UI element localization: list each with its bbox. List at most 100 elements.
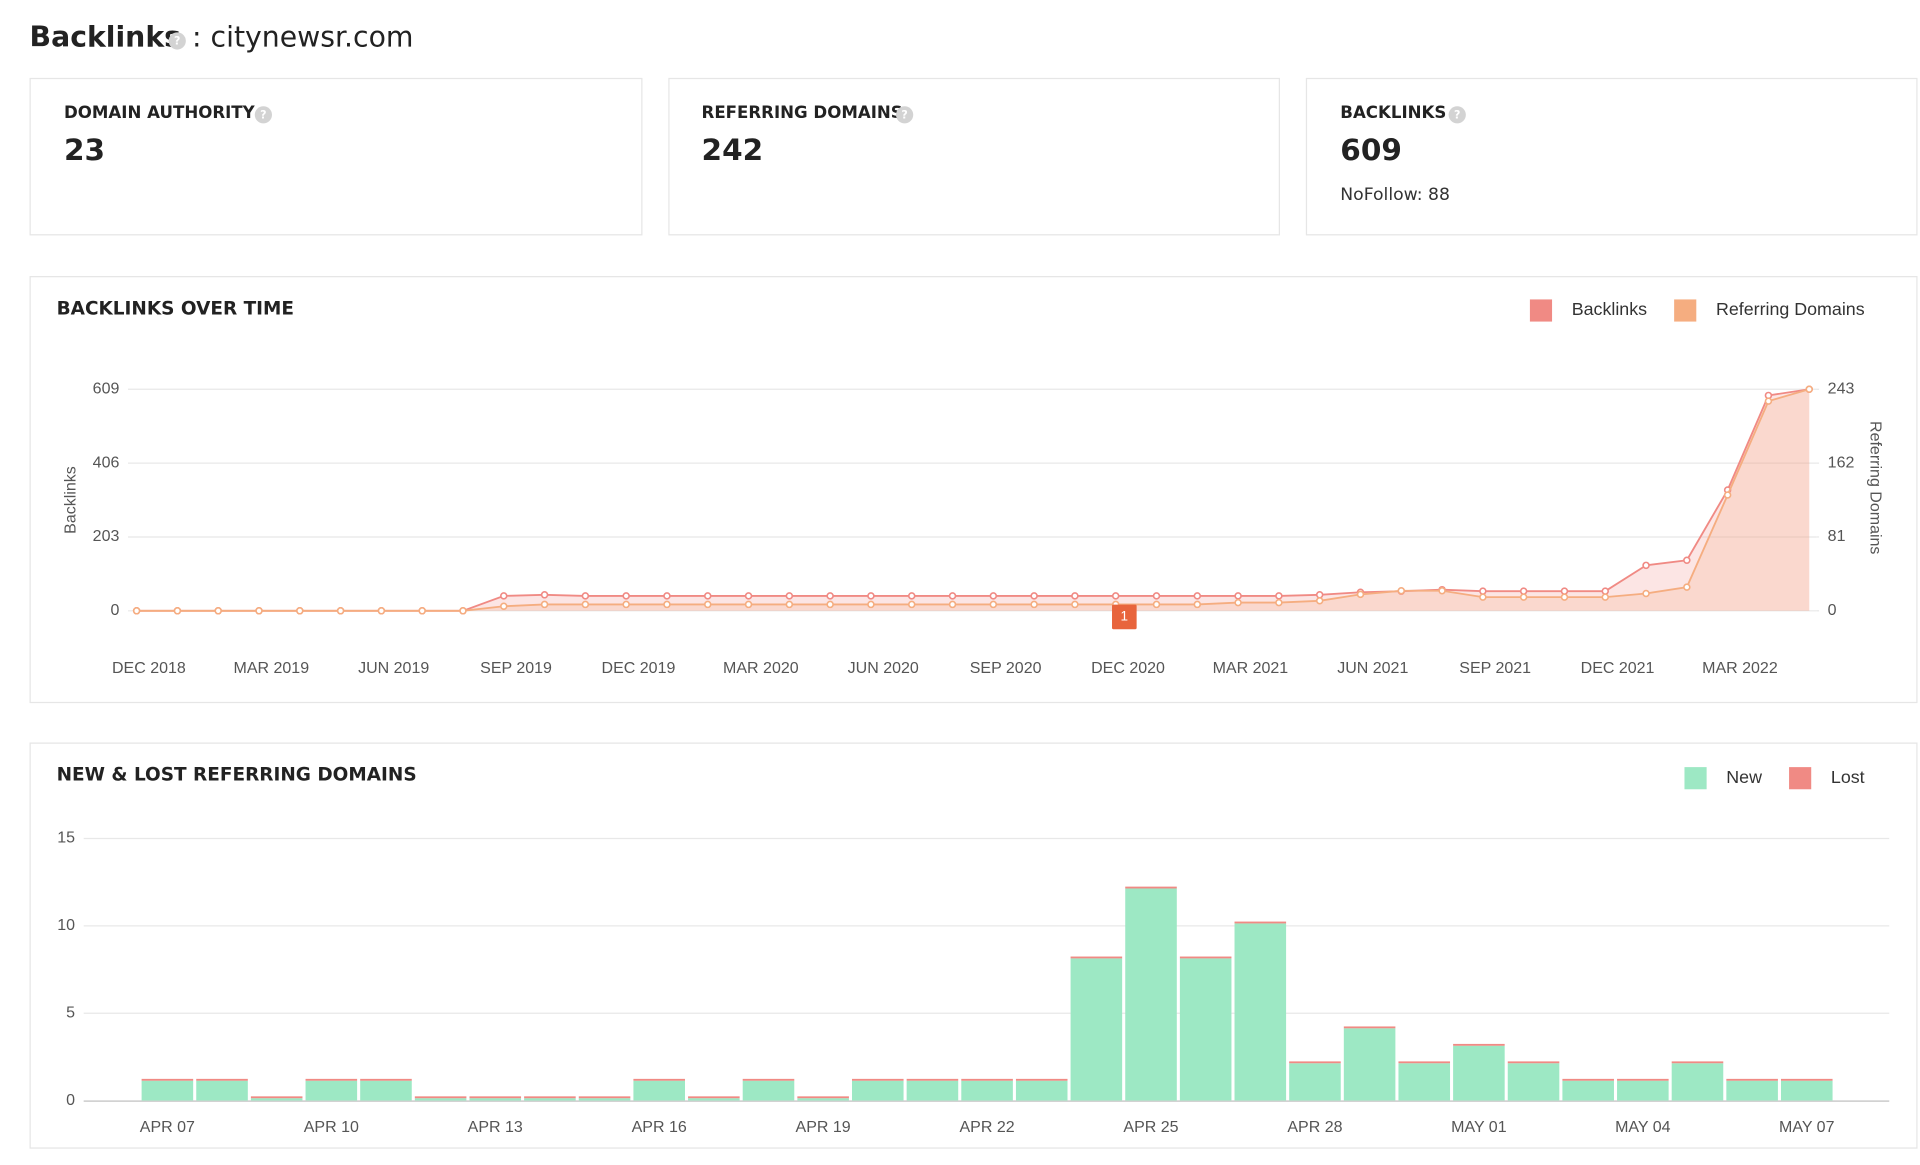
data-point bbox=[1315, 597, 1324, 605]
card-label: BACKLINKS bbox=[1340, 103, 1446, 122]
x-tick-label: MAR 2020 bbox=[723, 660, 799, 677]
data-point bbox=[1642, 561, 1650, 570]
y-tick-label: 5 bbox=[66, 1004, 75, 1021]
card-note: NoFollow: 88 bbox=[1340, 185, 1450, 205]
data-point bbox=[907, 600, 916, 609]
y2-tick-label: 243 bbox=[1828, 380, 1855, 397]
data-point bbox=[1030, 592, 1038, 600]
y-tick-label: 10 bbox=[57, 917, 75, 934]
legend-swatch bbox=[1789, 767, 1812, 790]
help-icon[interactable] bbox=[254, 106, 272, 124]
y-tick-label: 406 bbox=[93, 454, 120, 471]
bar-segment bbox=[1780, 1078, 1833, 1081]
y2-tick-label: 0 bbox=[1828, 602, 1837, 619]
y-tick-label: 609 bbox=[93, 380, 120, 397]
data-point bbox=[1111, 592, 1120, 600]
x-tick-label: DEC 2018 bbox=[112, 660, 186, 677]
x-tick-label: APR 25 bbox=[1123, 1119, 1178, 1136]
x-tick-label: JUN 2019 bbox=[358, 660, 429, 677]
data-point bbox=[214, 607, 222, 615]
bar-segment bbox=[1179, 958, 1232, 1101]
data-point bbox=[1315, 591, 1324, 599]
card-value: 242 bbox=[702, 133, 764, 167]
bar-segment bbox=[1289, 1061, 1341, 1064]
data-point bbox=[1193, 600, 1202, 609]
data-point bbox=[1071, 592, 1079, 600]
data-point bbox=[581, 600, 590, 609]
bar-segment bbox=[1671, 1061, 1724, 1064]
chart-title: BACKLINKS OVER TIME bbox=[57, 298, 294, 319]
data-point bbox=[1601, 587, 1610, 595]
bar-segment bbox=[196, 1078, 248, 1081]
bar-segment bbox=[305, 1078, 358, 1081]
data-point bbox=[1519, 593, 1528, 601]
legend-label: Backlinks bbox=[1572, 299, 1647, 319]
help-icon[interactable] bbox=[168, 32, 186, 50]
bar-segment bbox=[360, 1080, 412, 1101]
data-point bbox=[948, 600, 957, 609]
bar-segment bbox=[633, 1080, 685, 1101]
bar-segment bbox=[1015, 1080, 1068, 1101]
bar-segment bbox=[961, 1080, 1013, 1101]
bar-segment bbox=[250, 1098, 303, 1101]
bar-segment bbox=[141, 1078, 194, 1081]
data-point bbox=[1683, 556, 1691, 564]
data-point bbox=[418, 607, 426, 615]
data-point bbox=[540, 600, 549, 609]
bar-segment bbox=[1343, 1028, 1396, 1101]
data-point bbox=[1764, 397, 1773, 405]
help-icon[interactable] bbox=[896, 106, 914, 124]
bar-segment bbox=[1726, 1078, 1778, 1081]
bar-segment bbox=[1234, 923, 1287, 1101]
bar-segment bbox=[250, 1096, 303, 1099]
bar-segment bbox=[1726, 1080, 1778, 1101]
card-value: 23 bbox=[64, 133, 105, 167]
chart-panel bbox=[29, 276, 1918, 704]
bar-segment bbox=[1562, 1078, 1614, 1081]
data-point bbox=[1397, 586, 1406, 595]
bar-segment bbox=[1398, 1061, 1451, 1064]
data-point bbox=[622, 600, 630, 609]
bar-segment bbox=[1617, 1080, 1669, 1101]
data-point bbox=[1805, 385, 1813, 394]
card bbox=[29, 77, 643, 236]
help-icon-text: ? bbox=[1454, 108, 1460, 121]
help-icon-text: ? bbox=[174, 35, 180, 48]
bar-segment bbox=[469, 1098, 522, 1101]
bar-segment bbox=[797, 1098, 849, 1101]
data-point bbox=[622, 592, 630, 600]
data-point bbox=[1642, 589, 1650, 598]
bar-segment bbox=[414, 1096, 467, 1099]
y-tick-label: 0 bbox=[66, 1092, 75, 1109]
bar-segment bbox=[633, 1078, 685, 1081]
data-point bbox=[500, 602, 508, 611]
bar-segment bbox=[305, 1080, 358, 1101]
bar-segment bbox=[961, 1078, 1013, 1081]
series-area bbox=[136, 389, 1810, 611]
bar-segment bbox=[578, 1098, 631, 1101]
bar-segment bbox=[1507, 1061, 1560, 1064]
x-tick-label: MAY 04 bbox=[1615, 1119, 1671, 1136]
bar-segment bbox=[906, 1080, 959, 1101]
bar-segment bbox=[1234, 921, 1287, 924]
x-tick-label: DEC 2020 bbox=[1091, 660, 1165, 677]
data-point bbox=[1275, 598, 1283, 607]
x-tick-label: SEP 2021 bbox=[1459, 660, 1531, 677]
bar-segment bbox=[1453, 1043, 1505, 1046]
annotation-text: 1 bbox=[1121, 609, 1129, 624]
data-point bbox=[948, 592, 957, 600]
card-label: REFERRING DOMAINS bbox=[702, 103, 903, 122]
x-tick-label: DEC 2019 bbox=[602, 660, 676, 677]
legend-label: Referring Domains bbox=[1716, 299, 1865, 319]
data-point bbox=[173, 607, 182, 615]
data-point bbox=[1234, 592, 1242, 600]
bar-segment bbox=[1179, 956, 1232, 959]
data-point bbox=[459, 607, 467, 615]
bar-segment bbox=[906, 1078, 959, 1081]
bar-segment bbox=[742, 1080, 795, 1101]
help-icon[interactable] bbox=[1448, 106, 1466, 124]
help-icon-text: ? bbox=[260, 108, 266, 121]
bar-segment bbox=[1453, 1045, 1505, 1101]
data-point bbox=[1152, 600, 1161, 609]
bar-segment bbox=[1343, 1026, 1396, 1029]
